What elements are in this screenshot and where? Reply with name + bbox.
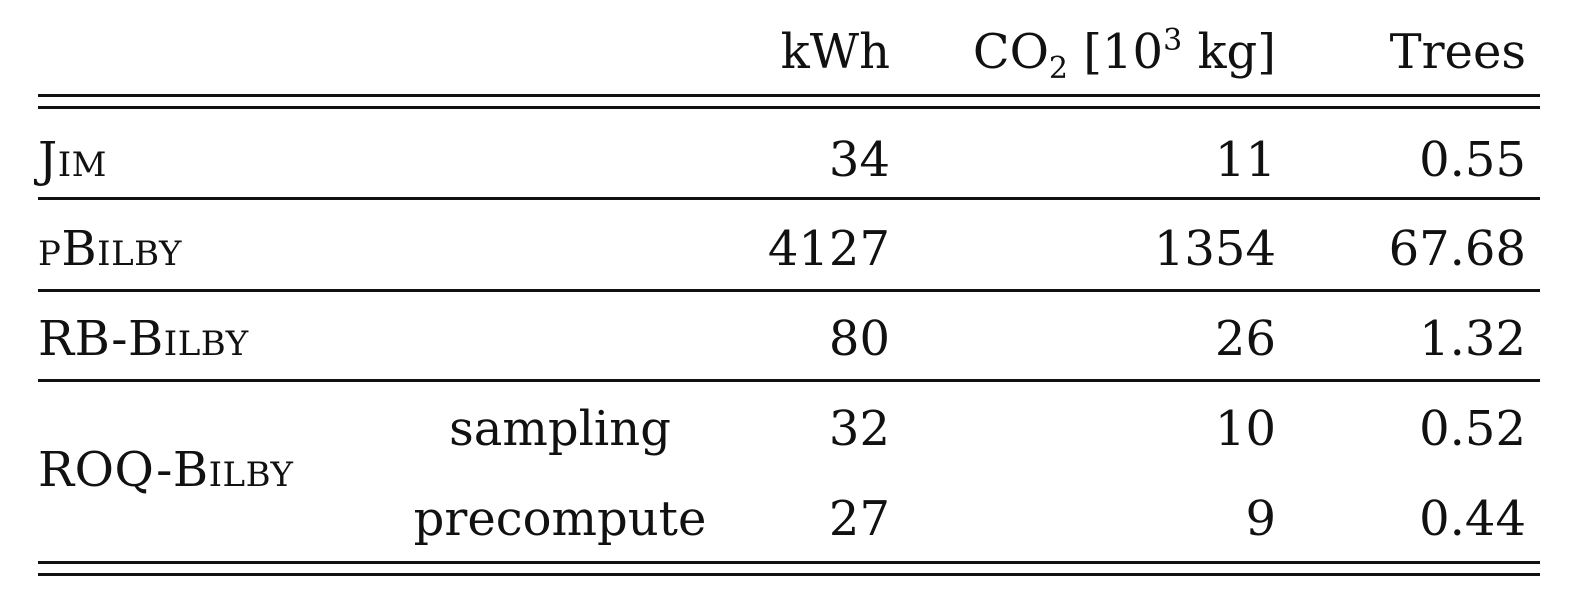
header-kwh: kWh — [690, 28, 890, 76]
row-pbilby-method-label: pBilby — [38, 221, 182, 277]
row-roq-precompute-trees: 0.44 — [1419, 491, 1526, 547]
row-jim-co2: 11 — [1214, 132, 1276, 188]
row-jim-kwh: 34 — [828, 132, 890, 188]
row-divider-1 — [38, 197, 1540, 200]
row-pbilby-method: pBilby — [38, 225, 398, 273]
row-jim-method-label: Jim — [38, 132, 107, 188]
header-co2-main: CO — [972, 24, 1049, 80]
top-rule-1 — [38, 94, 1540, 97]
row-jim-trees: 0.55 — [1419, 132, 1526, 188]
row-jim-method: Jim — [38, 136, 398, 184]
header-kwh-label: kWh — [780, 24, 890, 80]
row-rbbilby-trees: 1.32 — [1419, 311, 1526, 367]
bottom-rule-1 — [38, 561, 1540, 564]
row-rbbilby-method-label: RB-Bilby — [38, 311, 249, 367]
bottom-rule-2 — [38, 573, 1540, 576]
row-pbilby-co2: 1354 — [1153, 221, 1276, 277]
row-divider-3 — [38, 379, 1540, 382]
row-divider-2 — [38, 289, 1540, 292]
header-co2-unit-prefix: [10 — [1083, 24, 1164, 80]
row-roq-precompute-co2: 9 — [1245, 491, 1276, 547]
header-co2-sup: 3 — [1163, 23, 1183, 58]
row-roq-method: ROQ-Bilby — [38, 446, 398, 494]
row-rbbilby-method: RB-Bilby — [38, 315, 398, 363]
row-roq-sampling-kwh: 32 — [828, 401, 890, 457]
row-roq-precompute-label: precompute — [413, 491, 707, 547]
row-roq-sampling-label: sampling — [449, 401, 671, 457]
row-roq-method-label: ROQ-Bilby — [38, 442, 294, 498]
row-rbbilby-kwh: 80 — [828, 311, 890, 367]
header-co2: CO2 [103 kg] — [920, 26, 1276, 84]
row-roq-precompute-kwh: 27 — [828, 491, 890, 547]
row-pbilby-trees: 67.68 — [1388, 221, 1526, 277]
row-rbbilby-co2: 26 — [1214, 311, 1276, 367]
header-co2-unit-suffix: kg] — [1197, 24, 1276, 80]
row-pbilby-kwh: 4127 — [767, 221, 890, 277]
header-co2-sub: 2 — [1048, 51, 1069, 86]
header-trees-label: Trees — [1389, 24, 1526, 80]
top-rule-2 — [38, 106, 1540, 109]
row-roq-sampling-trees: 0.52 — [1419, 401, 1526, 457]
header-trees: Trees — [1320, 28, 1526, 76]
row-roq-sampling-co2: 10 — [1214, 401, 1276, 457]
